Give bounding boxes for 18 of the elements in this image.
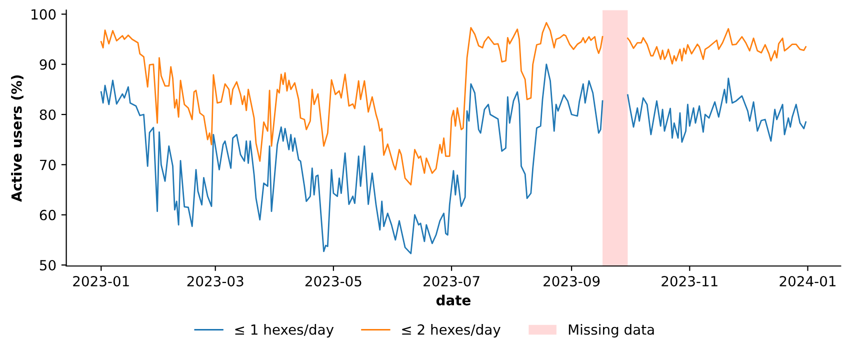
x-tick-label: 2023-03 bbox=[187, 276, 244, 286]
x-tick-label: 2023-05 bbox=[305, 276, 362, 286]
y-tick-label: 90 bbox=[40, 59, 56, 70]
x-tick-label: 2023-07 bbox=[424, 276, 480, 286]
legend-label: Missing data bbox=[568, 324, 654, 338]
y-tick-label: 70 bbox=[40, 160, 56, 170]
y-axis-title: Active users (%) bbox=[11, 75, 24, 202]
x-tick-label: 2023-09 bbox=[544, 276, 600, 286]
x-axis-title: date bbox=[436, 294, 470, 306]
y-tick-label: 60 bbox=[40, 210, 56, 220]
x-tick-label: 2023-11 bbox=[662, 276, 718, 286]
x-tick-label: 2023-01 bbox=[73, 276, 129, 286]
y-tick-label: 80 bbox=[40, 109, 56, 120]
y-tick-label: 50 bbox=[40, 260, 56, 270]
x-tick-label: 2024-01 bbox=[780, 276, 836, 286]
legend-label: ≤ 1 hexes/day bbox=[235, 324, 334, 338]
y-tick-label: 100 bbox=[32, 9, 56, 20]
legend-label: ≤ 2 hexes/day bbox=[402, 324, 500, 338]
